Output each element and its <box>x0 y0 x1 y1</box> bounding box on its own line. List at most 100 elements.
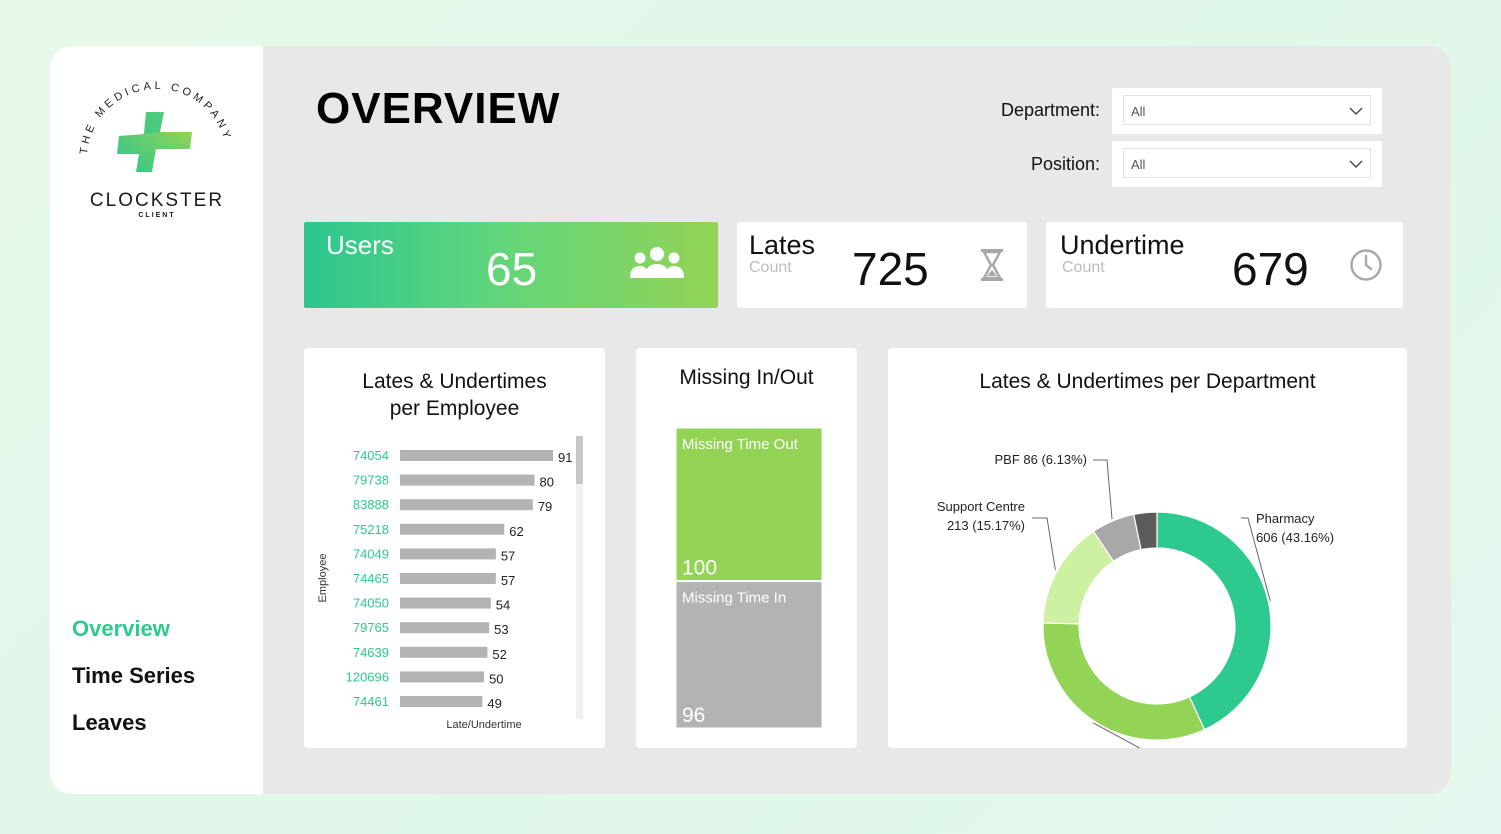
slice-leader-line <box>1093 459 1113 520</box>
employee-bar-value-label: 79 <box>538 499 552 514</box>
undertime-kpi-card: Undertime Count 679 <box>1046 222 1403 308</box>
nav-item-overview[interactable]: Overview <box>72 616 170 641</box>
missing-segment-label: Missing Time Out <box>682 436 799 453</box>
department-dropdown[interactable]: All <box>1123 95 1371 125</box>
position-dropdown[interactable]: All <box>1123 148 1371 178</box>
employee-tick-label: 74054 <box>353 448 389 463</box>
users-kpi-label: Users <box>326 230 394 260</box>
department-chart-title: Lates & Undertimes per Department <box>979 370 1316 393</box>
chevron-down-icon <box>1349 160 1363 168</box>
lates-kpi-label: Lates <box>749 230 816 260</box>
employee-tick-label: 79765 <box>353 620 389 635</box>
employee-bar-value-label: 49 <box>487 696 501 711</box>
employee-bar[interactable] <box>400 523 505 535</box>
employee-bar[interactable] <box>400 671 485 683</box>
employee-bar-value-label: 57 <box>501 548 515 563</box>
employee-bar-value-label: 53 <box>494 622 508 637</box>
employee-bar-value-label: 57 <box>501 573 515 588</box>
employee-bar-value-label: 62 <box>509 524 523 539</box>
employee-bar-chart: Employee Late/Undertime 74054 91 79738 80 83… <box>317 436 583 731</box>
missing-segment-label: Missing Time In <box>682 590 786 607</box>
position-filter: All <box>1112 141 1382 187</box>
employee-bar-value-label: 80 <box>540 475 554 490</box>
employee-bar[interactable] <box>400 622 490 634</box>
employee-bar[interactable] <box>400 548 496 560</box>
employee-tick-label: 74049 <box>353 546 389 561</box>
users-icon <box>630 247 684 278</box>
slice-leader-line <box>1241 517 1271 602</box>
employee-tick-label: 74050 <box>353 596 389 611</box>
employee-tick-label: 74465 <box>353 571 389 586</box>
undertime-kpi-sublabel: Count <box>1062 259 1105 276</box>
undertime-kpi-label: Undertime <box>1060 230 1185 260</box>
employee-tick-label: 120696 <box>346 669 389 684</box>
company-logo: THE MEDICAL COMPANY CLOCKSTER CLIENT <box>72 74 242 234</box>
missing-time-out-segment[interactable] <box>675 427 823 582</box>
employee-tick-label: 83888 <box>353 497 389 512</box>
employee-bar-value-label: 52 <box>492 647 506 662</box>
slice-leader-line <box>1032 517 1056 571</box>
users-kpi-card: Users 65 <box>304 222 718 308</box>
employee-bar[interactable] <box>400 646 488 658</box>
missing-time-in-segment[interactable] <box>675 581 823 729</box>
employee-tick-label: 75218 <box>353 522 389 537</box>
slice-data-label: 213 (15.17%) <box>947 518 1025 533</box>
employee-bar[interactable] <box>400 474 535 486</box>
employee-bar[interactable] <box>400 450 553 461</box>
undertime-kpi-value: 679 <box>1232 243 1309 295</box>
lates-kpi-sublabel: Count <box>749 259 792 276</box>
employee-bar[interactable] <box>400 499 533 511</box>
employee-tick-label: 74639 <box>353 645 389 660</box>
employee-tick-label: 79738 <box>353 473 389 488</box>
slice-data-label: Medical 453 (32.26%) <box>1001 746 1127 748</box>
logo-name: CLOCKSTER <box>89 190 225 211</box>
logo-mark: THE MEDICAL COMPANY <box>78 80 230 172</box>
app-window: THE MEDICAL COMPANY CLOCKSTER CLIENT Ove… <box>50 46 1451 794</box>
employee-chart-title-line1: Lates & Undertimes <box>362 370 547 393</box>
missing-in-out-chart: Missing Time Out 100 Missing Time In 96 <box>675 427 823 729</box>
hourglass-icon <box>981 249 1003 281</box>
employee-axis-label: Employee <box>317 554 329 603</box>
department-slice[interactable] <box>1156 511 1272 731</box>
late-undertime-axis-label: Late/Undertime <box>446 719 521 731</box>
employee-bar[interactable] <box>400 597 491 609</box>
department-slice[interactable] <box>1042 622 1206 741</box>
chart-scrollbar-thumb[interactable] <box>576 436 583 484</box>
sidebar: THE MEDICAL COMPANY CLOCKSTER CLIENT Ove… <box>50 46 263 794</box>
department-filter: All <box>1112 88 1382 134</box>
nav-item-leaves[interactable]: Leaves <box>72 710 147 735</box>
nav-item-time-series[interactable]: Time Series <box>72 663 196 688</box>
department-donut-panel: Lates & Undertimes per Department Pharma… <box>888 348 1407 748</box>
employee-chart-title-line2: per Employee <box>389 397 520 420</box>
sidebar-nav: Overview Time Series Leaves <box>72 614 195 755</box>
employee-bar[interactable] <box>400 573 496 584</box>
slice-data-label: PBF 86 (6.13%) <box>995 452 1088 467</box>
department-slice[interactable] <box>1132 511 1158 551</box>
slice-data-label: Pharmacy <box>1256 511 1315 526</box>
page-title: OVERVIEW <box>316 84 561 133</box>
missing-segment-value: 96 <box>682 704 705 727</box>
missing-in-out-panel: Missing In/Out Missing Time Out 100 Missin… <box>636 348 857 748</box>
slice-data-label: Support Centre <box>937 499 1025 514</box>
employee-bar-chart-panel: Lates & Undertimes per Employee Employee… <box>304 348 605 748</box>
chart-scrollbar-track[interactable] <box>576 436 583 719</box>
employee-bar-value-label: 50 <box>489 671 503 686</box>
employee-bar-value-label: 54 <box>496 598 510 613</box>
logo-subtitle: CLIENT <box>138 212 176 219</box>
lates-kpi-card: Lates Count 725 <box>737 222 1027 308</box>
missing-segment-value: 100 <box>682 557 717 580</box>
slice-leader-line <box>1092 722 1141 748</box>
department-value: All <box>1131 104 1146 119</box>
missing-chart-title: Missing In/Out <box>679 366 814 389</box>
chevron-down-icon <box>1349 107 1363 115</box>
employee-bar-value-label: 91 <box>558 450 572 465</box>
lates-kpi-value: 725 <box>852 243 929 295</box>
position-value: All <box>1131 157 1146 172</box>
clock-icon <box>1350 249 1382 281</box>
employee-bar[interactable] <box>400 696 483 707</box>
department-label: Department: <box>1000 100 1100 120</box>
position-label: Position: <box>1030 154 1100 174</box>
department-donut-chart: Pharmacy 606 (43.16%) Medical 453 (32.26%)… <box>937 452 1334 748</box>
slice-data-label: 606 (43.16%) <box>1256 530 1334 545</box>
employee-tick-label: 74461 <box>353 694 389 709</box>
